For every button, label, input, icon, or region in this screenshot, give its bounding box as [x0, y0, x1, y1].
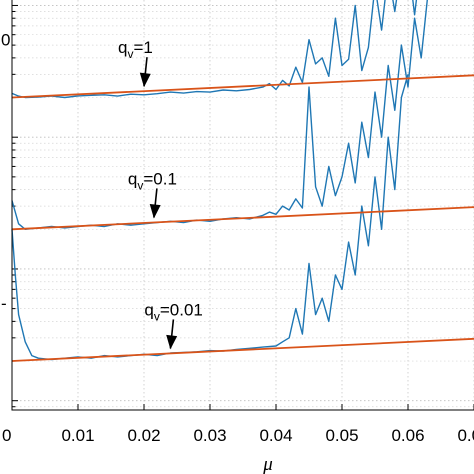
series-line-qv-0-01-theory — [11, 337, 474, 362]
x-tick-label: 0.03 — [193, 426, 226, 445]
x-tick-label: 0 — [2, 426, 11, 445]
x-tick-label: 0.07 — [457, 426, 474, 445]
x-tick-label: 0.01 — [61, 426, 94, 445]
x-axis-label: μ — [262, 454, 273, 474]
tick-labels: 0 0.01 0.02 0.03 0.04 0.05 0.06 0.07 0 - — [1, 31, 474, 445]
series-line-qv-1-theory — [11, 74, 474, 99]
annotation-arrow-head — [149, 203, 161, 219]
annotation-label: qv=1 — [118, 38, 153, 61]
annotation-label: qv=0.01 — [144, 300, 202, 323]
annotation-arrow-head — [166, 334, 178, 350]
x-tick-label: 0.02 — [127, 426, 160, 445]
annotation-arrow-head — [139, 72, 151, 88]
x-tick-label: 0.04 — [259, 426, 292, 445]
x-tick-label: 0.06 — [391, 426, 424, 445]
plot-series — [11, 0, 474, 362]
y-tick-label: 0 — [1, 31, 10, 50]
x-tick-label: 0.05 — [325, 426, 358, 445]
y-tick-label: - — [1, 294, 7, 313]
annotations: qv=1 qv=0.1 qv=0.01 — [118, 38, 203, 323]
annotation-arrows — [139, 57, 178, 350]
annotation-label: qv=0.1 — [128, 169, 177, 192]
series-line-qv-1-measured — [11, 0, 418, 99]
series-line-qv-0-1-theory — [11, 206, 474, 231]
series-line-qv-0-1-measured — [11, 0, 428, 231]
plot-frame — [11, 0, 474, 411]
